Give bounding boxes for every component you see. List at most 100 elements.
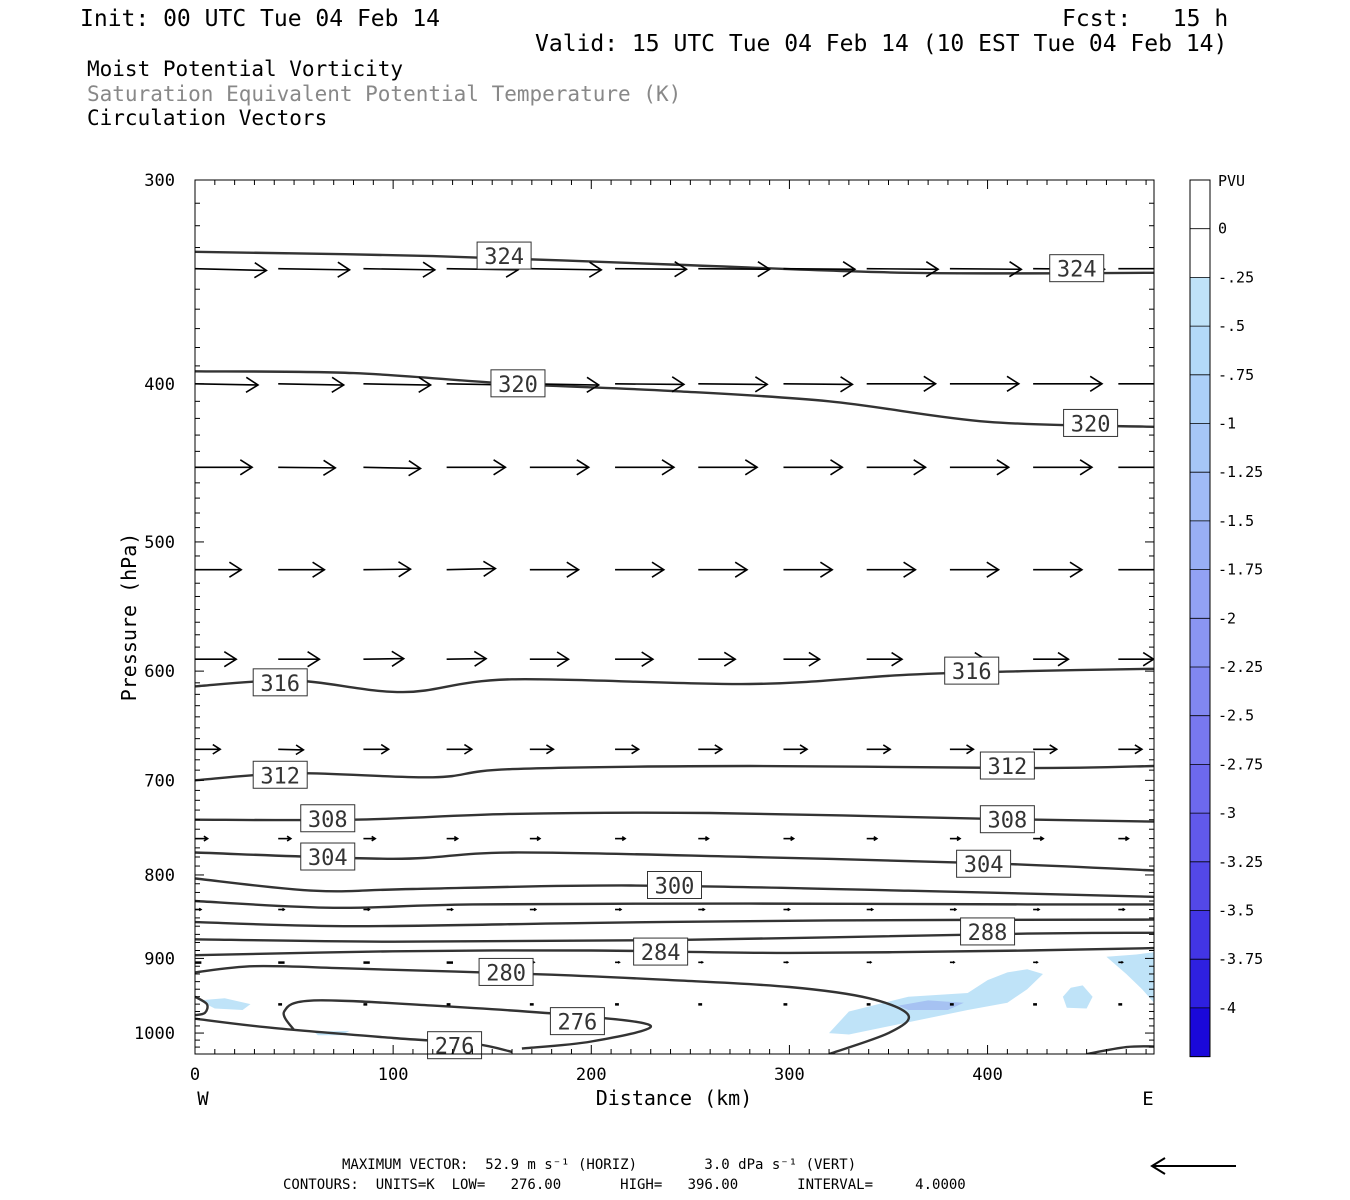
contour-label: 312 <box>252 760 308 789</box>
svg-text:324: 324 <box>484 245 524 270</box>
svg-text:316: 316 <box>952 660 992 685</box>
theta-contour-line <box>195 250 1154 275</box>
wind-vector <box>949 459 1011 476</box>
wind-vector <box>1118 907 1126 912</box>
y-tick-label: 400 <box>144 375 175 395</box>
colorbar-swatch <box>1190 959 1210 1009</box>
colorbar-swatch <box>1190 1007 1210 1058</box>
wind-vector <box>949 836 962 842</box>
wind-vector <box>783 960 790 964</box>
wind-vector <box>195 961 202 964</box>
wind-vector <box>1118 1003 1123 1006</box>
y-tick-label: 300 <box>144 171 175 191</box>
wind-vector <box>783 744 809 755</box>
wind-vector <box>783 836 796 842</box>
wind-vector <box>363 460 422 477</box>
wind-vector <box>363 907 371 912</box>
wind-vector <box>529 1003 534 1006</box>
y-tick-label: 500 <box>144 533 175 553</box>
colorbar-swatch <box>1190 180 1210 230</box>
field-title-pv: Moist Potential Vorticity <box>87 57 404 81</box>
wind-vector <box>446 1003 451 1006</box>
wind-vector <box>1033 744 1059 755</box>
x-tick-label: 100 <box>378 1065 409 1085</box>
wind-vector <box>615 1003 619 1006</box>
contour-label: 284 <box>633 937 689 966</box>
theta-contour-line <box>195 899 1154 910</box>
wind-vector <box>446 835 460 842</box>
svg-text:308: 308 <box>988 809 1028 834</box>
wind-vector <box>866 744 892 755</box>
wind-vector <box>446 961 453 964</box>
axis-ticks: 300 400 500 600 700 800 900 1000 0 100 200 300 400 <box>134 171 1154 1085</box>
wind-vector <box>529 459 591 476</box>
wind-vector <box>783 1003 788 1006</box>
wind-vector <box>446 459 507 476</box>
svg-text:300: 300 <box>655 875 695 900</box>
wind-vector <box>278 561 326 578</box>
contour-label: 304 <box>300 842 356 871</box>
colorbar-tick-label: -2.5 <box>1218 707 1254 725</box>
field-title-vectors: Circulation Vectors <box>87 106 328 130</box>
svg-text:320: 320 <box>498 373 538 398</box>
x-tick-label: 200 <box>576 1065 607 1085</box>
colorbar-swatch <box>1190 423 1210 473</box>
colorbar-tick-label: -1.75 <box>1218 561 1263 579</box>
colorbar-tick-label: -4 <box>1218 999 1236 1017</box>
colorbar-swatch <box>1190 910 1210 960</box>
wind-vector <box>615 960 621 964</box>
contour-label: 312 <box>979 751 1035 780</box>
contour-label: 276 <box>427 1031 483 1060</box>
wind-vector <box>949 1003 954 1006</box>
wind-vector <box>1118 836 1130 842</box>
wind-vector <box>1118 267 1154 270</box>
contour-label: 276 <box>549 1007 605 1036</box>
colorbar-tick-label: -3.5 <box>1218 902 1254 920</box>
wind-vector <box>949 960 956 964</box>
contour-label: 308 <box>979 805 1035 834</box>
colorbar-swatch <box>1190 667 1210 717</box>
contour-label: 316 <box>944 656 1000 685</box>
wind-vector <box>1118 960 1124 964</box>
theta-contour-line <box>195 667 1154 694</box>
wind-vector <box>615 836 627 842</box>
colorbar-tick-label: -.5 <box>1218 317 1245 335</box>
colorbar-tick-label: -1.5 <box>1218 512 1254 530</box>
wind-vector <box>866 561 917 578</box>
theta-contour-line <box>195 1017 513 1054</box>
wind-vector <box>949 744 975 755</box>
wind-vector <box>278 744 305 756</box>
y-tick-label: 900 <box>144 949 175 969</box>
wind-vector <box>363 1003 368 1006</box>
wind-vector <box>446 743 474 755</box>
wind-vector <box>783 651 822 667</box>
wind-vector <box>949 375 1021 392</box>
wind-vector <box>278 835 293 842</box>
max-vector-note: MAXIMUM VECTOR: 52.9 m s⁻¹ (HORIZ) 3.0 d… <box>342 1157 857 1173</box>
colorbar-swatch <box>1190 764 1210 814</box>
wind-vector <box>363 743 391 755</box>
wind-vector <box>698 836 710 842</box>
wind-vector <box>278 907 286 912</box>
colorbar-tick-label: -1 <box>1218 415 1236 433</box>
colorbar-swatch <box>1190 861 1210 911</box>
theta-contour-line <box>1086 1045 1154 1054</box>
wind-vector <box>783 376 854 393</box>
colorbar-swatch <box>1190 520 1210 571</box>
colorbar-units: PVU <box>1218 172 1245 190</box>
wind-vector <box>949 261 1023 278</box>
svg-text:276: 276 <box>435 1035 475 1060</box>
wind-vector <box>195 561 243 578</box>
wind-vector <box>615 459 676 476</box>
wind-vector <box>949 561 1001 578</box>
x-west-label: W <box>197 1088 209 1110</box>
pv-shade-region <box>1106 952 1154 1003</box>
x-axis-label: Distance (km) <box>596 1086 753 1110</box>
wind-vector <box>1118 744 1144 755</box>
wind-vector <box>949 907 958 912</box>
wind-vector <box>866 375 938 392</box>
x-tick-label: 400 <box>972 1065 1003 1085</box>
wind-vector <box>195 376 260 393</box>
wind-vector <box>278 1003 283 1006</box>
